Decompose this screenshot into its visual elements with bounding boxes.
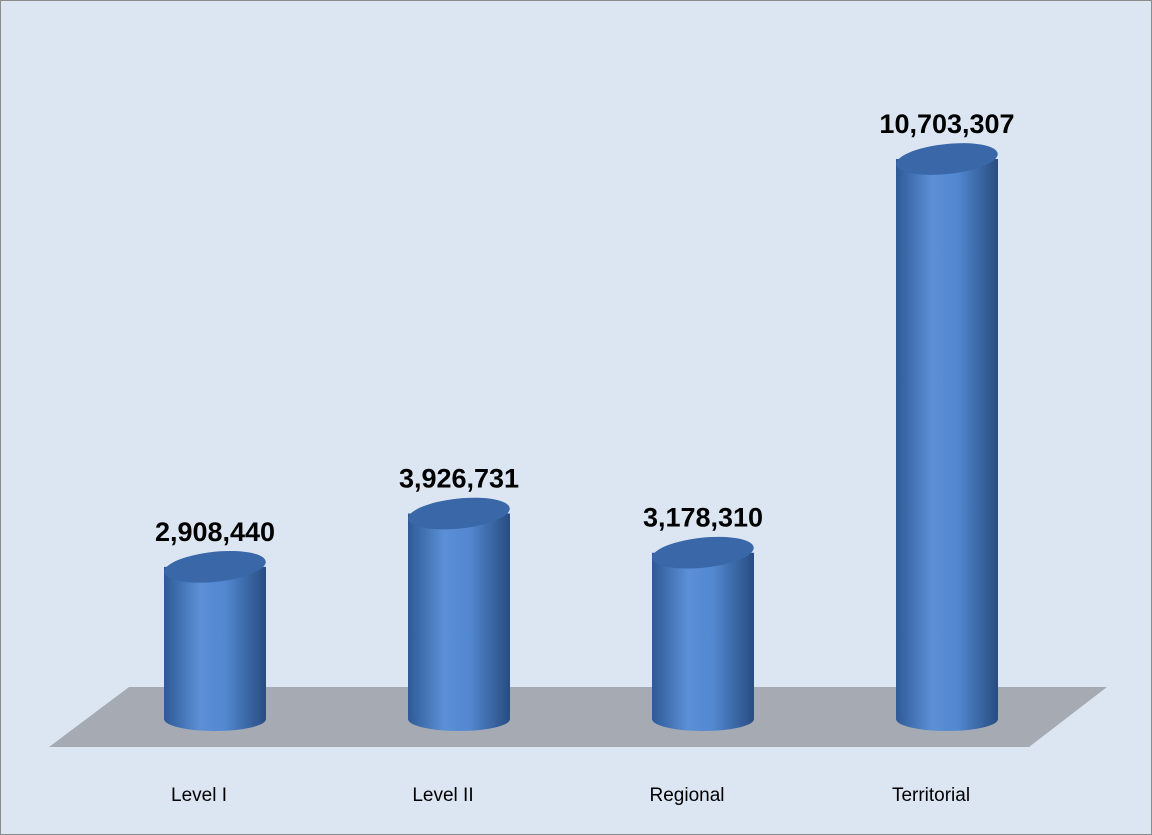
bar-territorial: [896, 143, 998, 731]
cylinder-body: [408, 513, 510, 731]
cylinder-top: [652, 536, 754, 569]
x-tick-label: Level I: [171, 785, 227, 806]
bar-level-ii: [408, 497, 510, 731]
chart-floor: [49, 687, 1107, 747]
cylinder-body: [652, 552, 754, 731]
cylinder-top: [896, 143, 998, 175]
bar-regional: [652, 536, 754, 731]
bar-level-i: [164, 550, 266, 731]
data-label: 3,178,310: [643, 503, 763, 533]
data-label: 2,908,440: [155, 517, 275, 547]
data-label: 3,926,731: [399, 464, 519, 494]
cylinder-top: [408, 497, 510, 530]
x-tick-label: Regional: [650, 785, 725, 806]
x-tick-label: Territorial: [892, 785, 970, 806]
cylinder-body: [896, 159, 998, 731]
cylinder-top: [164, 550, 266, 583]
x-tick-label: Level II: [412, 785, 473, 806]
cylinder-body: [164, 566, 266, 731]
data-label: 10,703,307: [879, 109, 1014, 139]
